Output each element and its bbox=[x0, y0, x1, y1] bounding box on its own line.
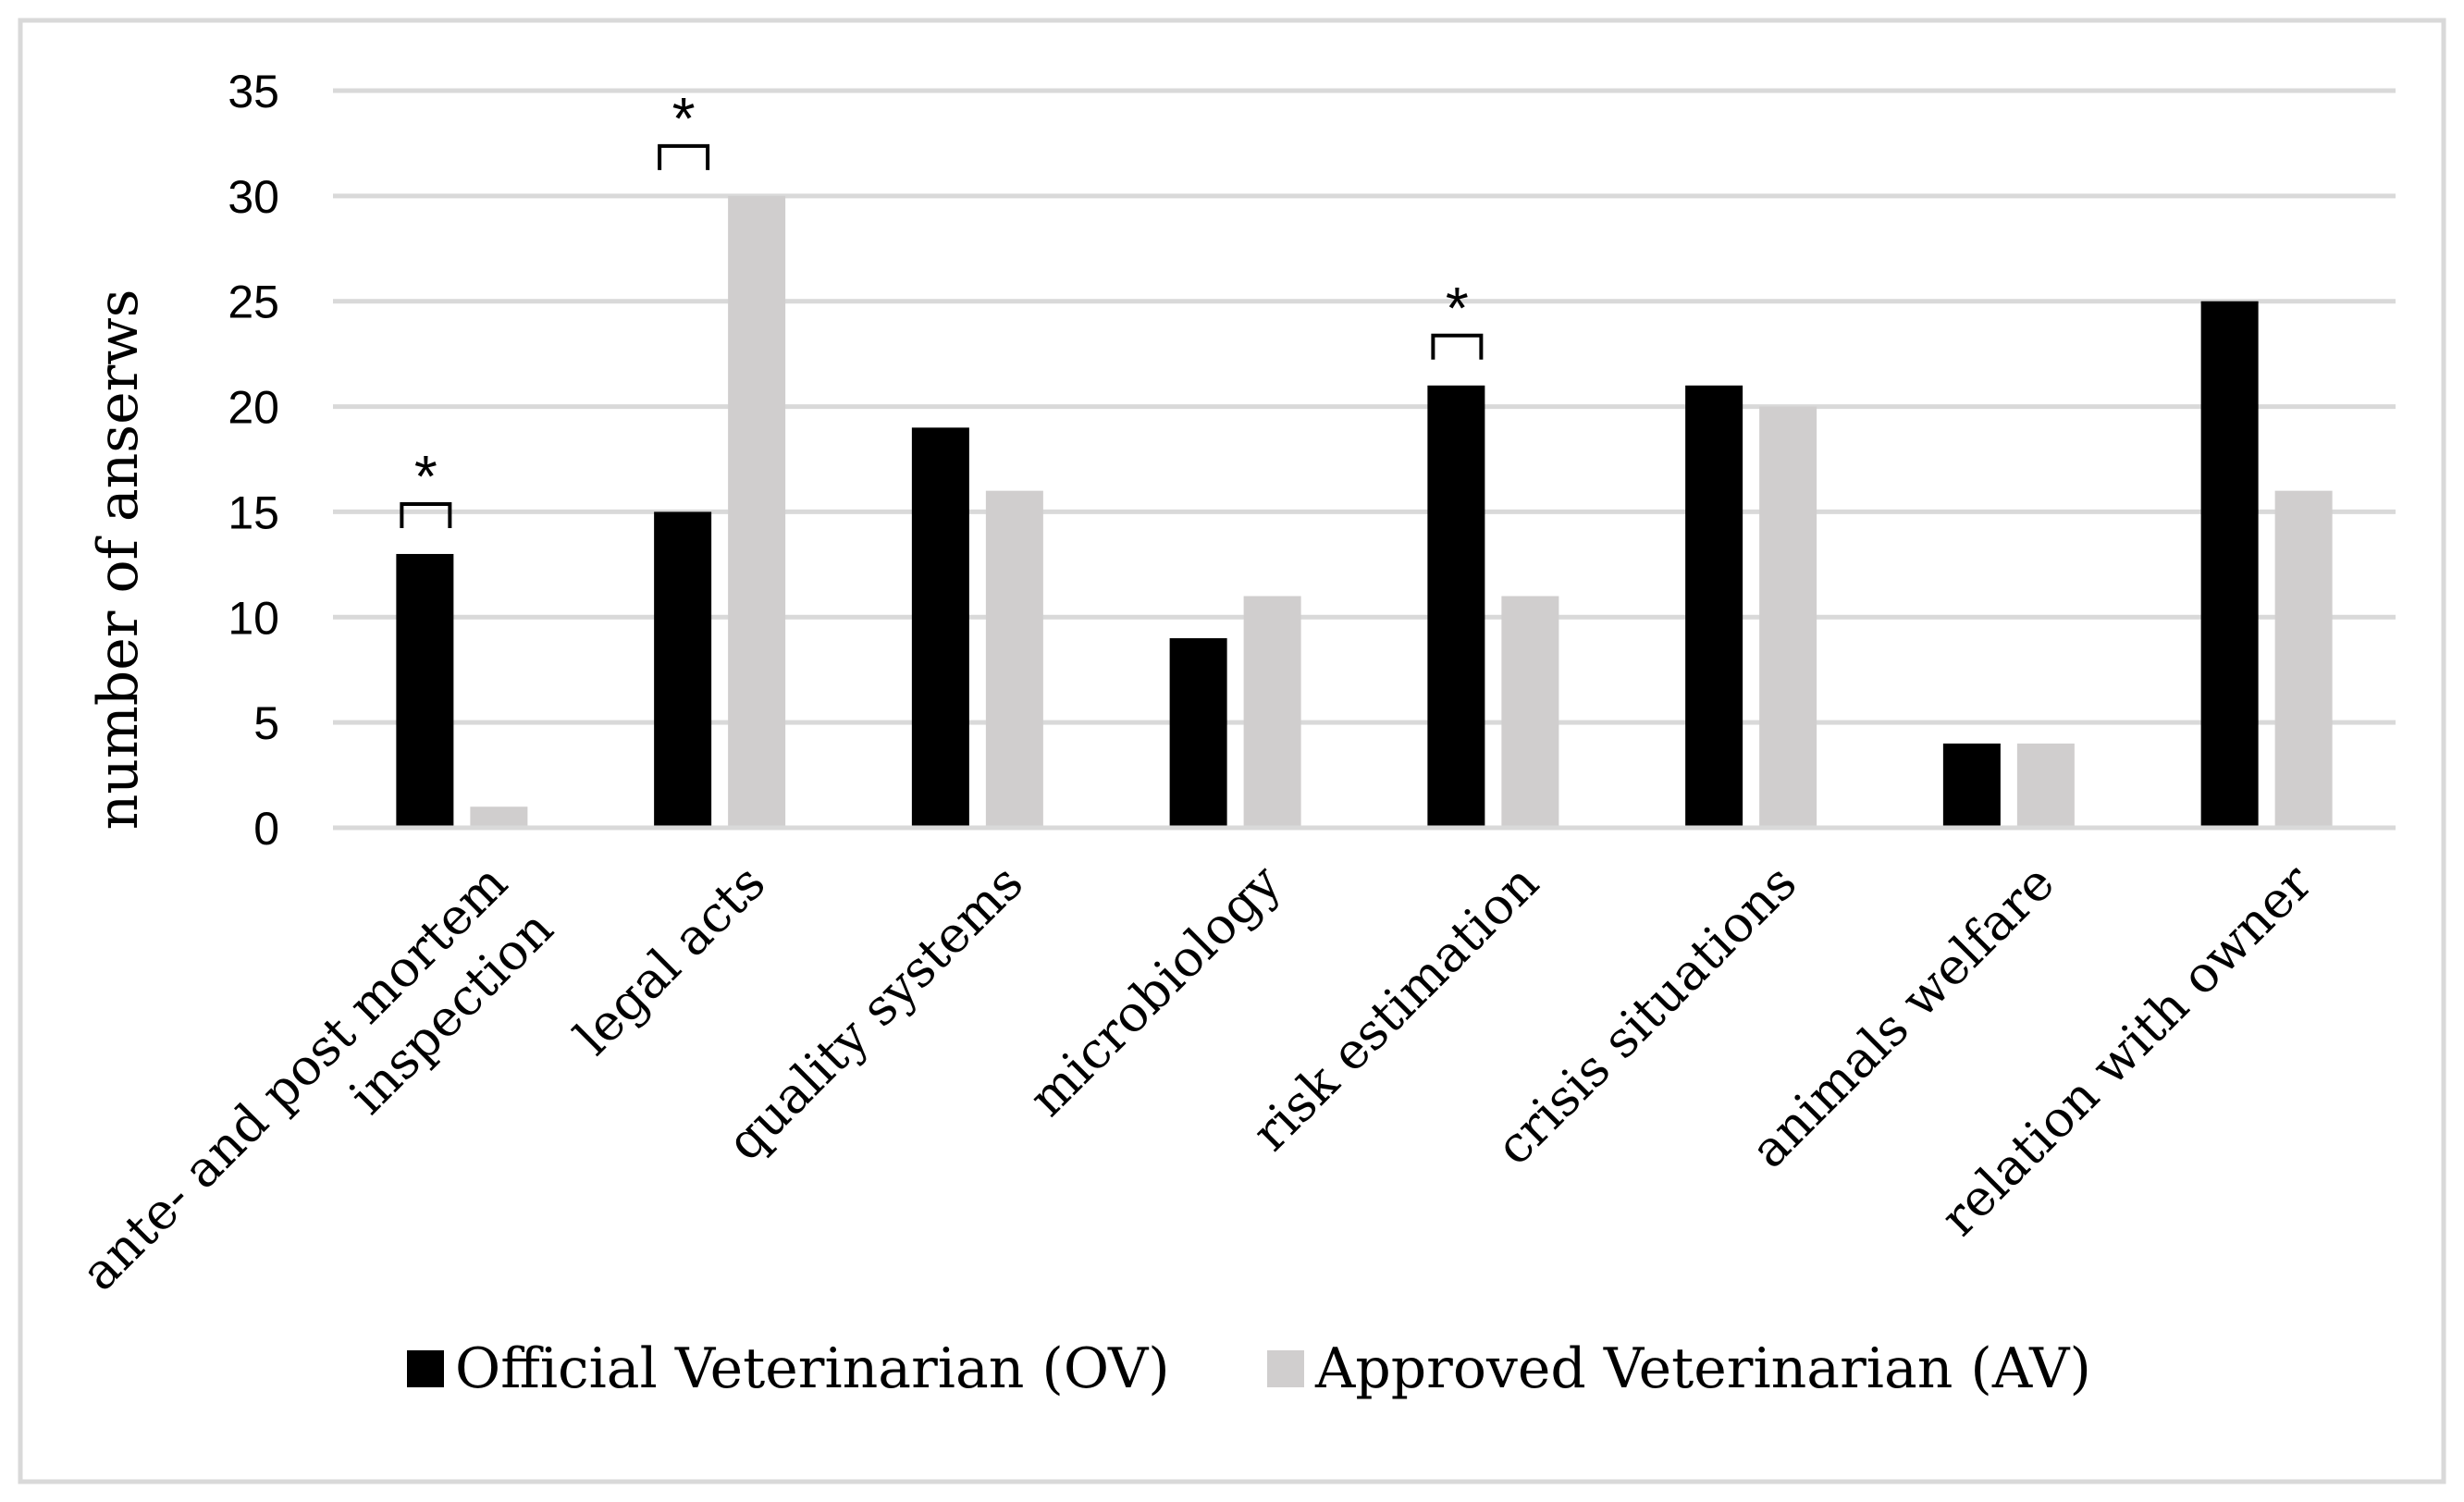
bar-av bbox=[470, 806, 528, 828]
y-tick-label: 20 bbox=[228, 382, 279, 434]
bar-av bbox=[2016, 743, 2075, 828]
bar-ov bbox=[1942, 743, 2001, 828]
bar-ov bbox=[1685, 385, 1743, 828]
y-tick-label: 35 bbox=[228, 66, 279, 117]
significance-bracket bbox=[1431, 333, 1484, 360]
chart-frame bbox=[18, 18, 2446, 1484]
bar-ov bbox=[1169, 638, 1227, 828]
bar-ov bbox=[911, 427, 969, 828]
legend-swatch-ov bbox=[407, 1350, 444, 1387]
bar-ov bbox=[2200, 301, 2259, 828]
bars bbox=[396, 195, 2333, 828]
y-tick-label: 10 bbox=[228, 592, 279, 644]
bar-av bbox=[1501, 596, 1559, 828]
bar-av bbox=[2274, 490, 2333, 828]
y-axis-ticks: 0 5 10 15 20 25 30 35 bbox=[228, 66, 279, 855]
significance-markers: * * * bbox=[400, 85, 1484, 528]
y-tick-label: 0 bbox=[253, 803, 279, 855]
bar-ov bbox=[396, 553, 454, 828]
significance-bracket bbox=[400, 501, 452, 528]
significance-star: * bbox=[414, 443, 437, 510]
bar-ov bbox=[1427, 385, 1485, 828]
bar-av bbox=[1759, 406, 1817, 828]
y-tick-label: 15 bbox=[228, 486, 279, 538]
legend-label-av: Approved Veterinarian (AV) bbox=[1314, 1336, 2091, 1401]
bar-ov bbox=[654, 511, 712, 828]
bar-av bbox=[985, 490, 1043, 828]
legend-swatch-av bbox=[1267, 1350, 1304, 1387]
y-axis-label: number of anserws bbox=[86, 289, 151, 831]
significance-star: * bbox=[1446, 275, 1469, 341]
y-tick-label: 30 bbox=[228, 171, 279, 223]
legend: Official Veterinarian (OV) Approved Veter… bbox=[407, 1336, 2091, 1401]
y-tick-label: 25 bbox=[228, 277, 279, 328]
significance-bracket bbox=[658, 143, 710, 170]
bar-av bbox=[1243, 596, 1301, 828]
y-tick-label: 5 bbox=[253, 697, 279, 749]
legend-label-ov: Official Veterinarian (OV) bbox=[455, 1336, 1170, 1401]
bar-av bbox=[728, 195, 786, 828]
significance-star: * bbox=[672, 85, 696, 152]
